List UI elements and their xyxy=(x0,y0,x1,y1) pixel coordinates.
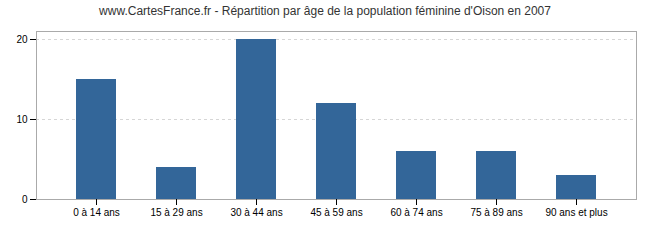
svg-text:90 ans et plus: 90 ans et plus xyxy=(545,207,607,218)
svg-text:20: 20 xyxy=(16,34,28,45)
svg-text:45 à 59 ans: 45 à 59 ans xyxy=(310,207,362,218)
svg-text:15 à 29 ans: 15 à 29 ans xyxy=(150,207,202,218)
svg-text:30 à 44 ans: 30 à 44 ans xyxy=(230,207,282,218)
svg-text:75 à 89 ans: 75 à 89 ans xyxy=(470,207,522,218)
svg-text:10: 10 xyxy=(16,114,28,125)
svg-text:0 à 14 ans: 0 à 14 ans xyxy=(73,207,120,218)
svg-text:60 à 74 ans: 60 à 74 ans xyxy=(390,207,442,218)
html-text:www.CartesFrance.fr - Répartit: www.CartesFrance.fr - Répartition par âg… xyxy=(99,4,551,18)
svg-text:0: 0 xyxy=(22,194,28,205)
